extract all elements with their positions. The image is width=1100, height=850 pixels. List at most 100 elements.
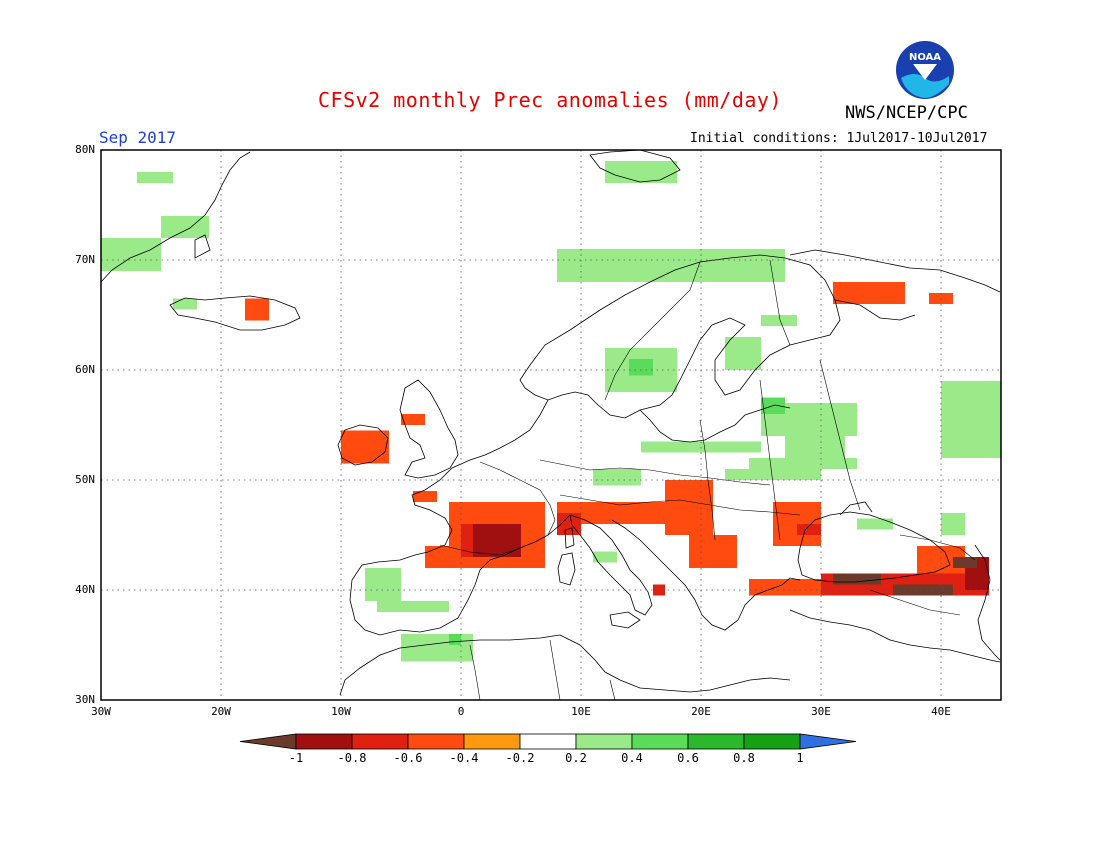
border-central-1 [539,459,771,486]
anomaly-cell [953,557,977,568]
colorbar-tick-label: 0.4 [621,751,643,765]
coast-white-sea [834,299,916,321]
colorbar-tick-label: -0.6 [393,751,423,765]
border-east-1 [699,419,716,541]
border-central-2 [559,494,801,516]
colorbar-segment [463,733,521,750]
anomaly-cell [557,249,785,282]
colorbar [239,733,857,750]
coast-scandinavia [519,254,841,419]
coast-corsica [564,527,575,549]
anomaly-cell [785,425,845,458]
chart-title: CFSv2 monthly Prec anomalies (mm/day) [317,88,783,112]
coast-black-sea [797,511,951,583]
anomaly-cell [161,216,209,238]
border-east-3 [819,359,861,511]
anomaly-cell [857,518,893,530]
anomaly-cell [665,480,713,535]
coast-greenland [100,151,251,283]
logo-text: NOAA [909,52,941,63]
colorbar-segment [295,733,353,750]
coastline-layer [100,149,1001,701]
latitude-tick-label: 70N [75,253,95,266]
anomaly-cell [941,513,965,535]
coast-italy [569,514,653,616]
anomaly-cell [761,315,797,326]
anomaly-cell [833,282,905,304]
organization-label: NWS/NCEP/CPC [845,103,968,123]
anomaly-cell [377,601,449,612]
colorbar-segment [687,733,745,750]
coast-kola [789,249,1001,293]
anomaly-cell [749,458,857,469]
colorbar-segment [351,733,409,750]
anomaly-cell [341,430,389,464]
anomaly-cell [725,469,821,480]
coast-sardinia [557,552,576,586]
coast-crimea [839,501,873,516]
anomaly-cell [593,551,617,563]
anomaly-cell [245,298,269,321]
anomaly-cell [797,524,821,535]
anomaly-cell [401,414,425,425]
anomaly-cell [941,381,1001,458]
coast-sicily [609,611,641,629]
anomaly-cell [833,573,881,585]
border-caucasus [869,534,976,616]
colorbar-segment [575,733,633,750]
colorbar-tick-label: -0.4 [449,751,479,765]
colorbar-tick-label: -0.2 [505,751,535,765]
latitude-tick-label: 80N [75,143,95,156]
anomaly-cell [893,584,953,596]
border-east-2 [759,379,781,541]
longitude-tick-label: 30E [811,705,831,718]
anomaly-cell [557,502,665,524]
colorbar-tick-label: 0.6 [677,751,699,765]
coast-ireland [337,424,389,466]
colorbar-right-arrow [799,733,857,750]
map-frame [100,149,1002,701]
border-sweden-norway [604,261,701,401]
colorbar-tick-label: 1 [796,751,804,765]
coast-great-britain [399,379,459,479]
coast-caspian [974,544,1001,661]
colorbar-segment [519,733,577,750]
longitude-tick-label: 10E [571,705,591,718]
coast-greenland-east [194,234,211,259]
anomaly-cell [593,469,641,486]
colorbar-tick-label: -1 [288,751,304,765]
coast-svalbard [589,149,681,183]
latitude-tick-label: 30N [75,693,95,706]
coast-iceland [169,295,301,331]
longitude-tick-label: 0 [457,705,465,718]
map-background [101,150,1001,700]
anomaly-cell [413,491,437,502]
anomaly-cell [101,238,161,271]
colorbar-left-arrow [239,733,297,750]
latitude-tick-label: 40N [75,583,95,596]
anomaly-cell [653,584,665,596]
latitude-tick-label: 60N [75,363,95,376]
anomaly-cell [449,634,461,645]
colorbar-segment [743,733,801,750]
colorbar-tick-label: 0.8 [733,751,755,765]
coast-north-africa [339,634,791,696]
longitude-tick-label: 40E [931,705,951,718]
longitude-tick-label: 30W [91,705,111,718]
colorbar-tick-label: -0.8 [337,751,367,765]
anomaly-cell [557,513,581,535]
noaa-logo-icon: NOAA [896,41,954,99]
border-finland [769,259,791,346]
latitude-tick-label: 50N [75,473,95,486]
anomaly-cell [401,634,473,662]
border-pyrenees [439,544,521,556]
anomaly-cell [629,359,653,376]
anomaly-cell [689,535,737,568]
anomaly-cell [137,172,173,183]
colorbar-segment [407,733,465,750]
border-africa [469,639,616,701]
longitude-tick-label: 20E [691,705,711,718]
forecast-month-label: Sep 2017 [99,128,177,147]
anomaly-cell [173,298,197,310]
